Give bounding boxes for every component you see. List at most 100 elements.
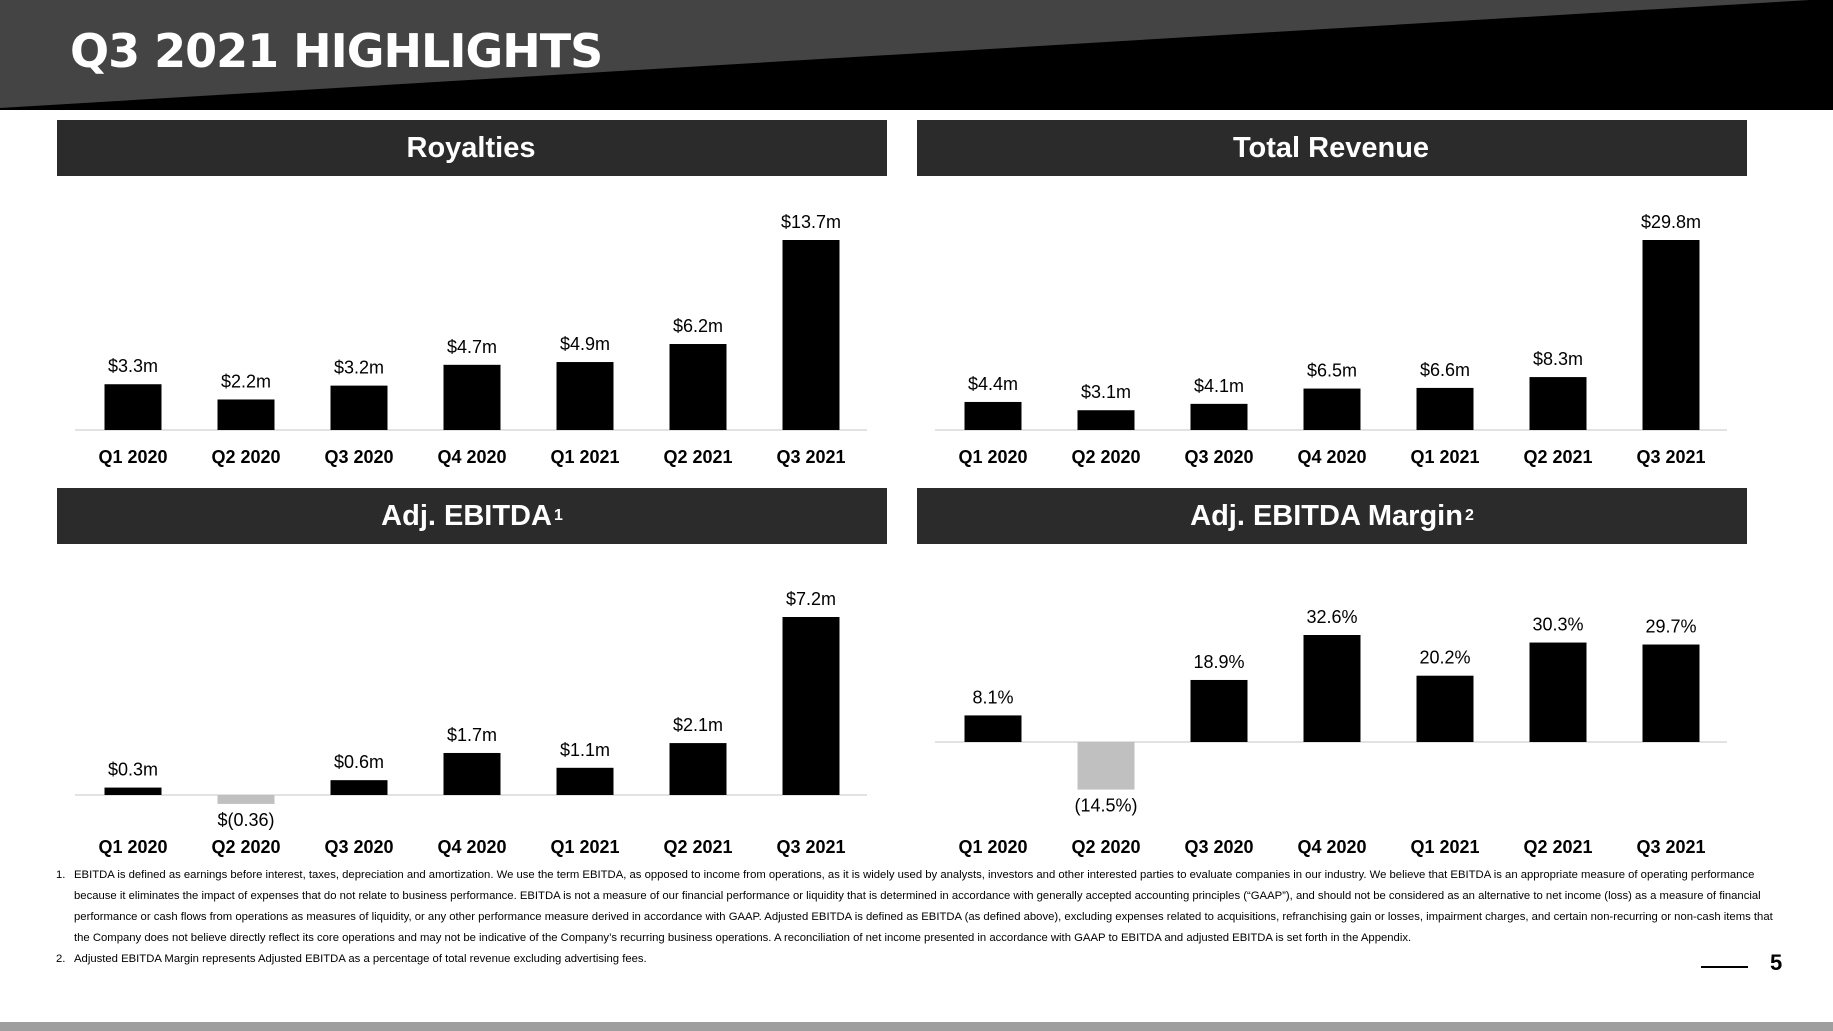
bar [1642,240,1700,430]
footnote-text: EBITDA is defined as earnings before int… [74,869,1773,944]
panel-header-total-revenue: Total Revenue [917,120,1747,176]
category-label: Q2 2020 [211,447,280,467]
page-number: 5 [1770,950,1783,975]
bar [1642,644,1700,742]
data-label: 29.7% [1645,617,1696,637]
bar [1190,403,1248,430]
data-label: $29.8m [1641,212,1701,232]
data-label: $7.2m [786,589,836,609]
panel-title: Total Revenue [1232,131,1430,164]
bar [1303,635,1361,742]
data-label: 8.1% [972,687,1013,707]
bar [330,385,388,430]
bar [556,362,614,430]
total-revenue-chart: $4.4m Q1 2020 $3.1m Q2 2020 $4.1m Q3 2020 $6.5… [935,212,1727,467]
bar [330,780,388,795]
category-label: Q1 2021 [1410,447,1479,467]
panel-header-royalties: Royalties [57,120,887,176]
bar [669,344,727,430]
data-label: $3.2m [334,358,384,378]
category-label: Q1 2020 [98,837,167,857]
category-label: Q1 2020 [958,837,1027,857]
bar [964,715,1022,742]
bar [1529,377,1587,430]
adj-ebitda-chart: $0.3m Q1 2020 $(0.36) Q2 2020 $0.6m Q3 2020 $1… [75,589,867,857]
panel-title-sup: 1 [553,507,563,524]
category-label: Q1 2021 [1410,837,1479,857]
data-label: $6.2m [673,316,723,336]
bar [669,743,727,795]
panel-header-adj-ebitda-margin: Adj. EBITDA Margin 2 [917,488,1747,544]
category-label: Q3 2021 [1636,837,1705,857]
category-label: Q1 2021 [550,447,619,467]
bar [104,787,162,795]
panel-title: Adj. EBITDA [381,499,552,532]
bar [1529,642,1587,742]
royalties-chart: $3.3m Q1 2020 $2.2m Q2 2020 $3.2m Q3 2020 $4.7… [75,212,867,467]
data-label: $0.3m [108,760,158,780]
page-title: Q3 2021 HIGHLIGHTS [70,24,603,78]
header-banner [0,0,1833,110]
bottom-bar [0,1022,1833,1031]
data-label: $6.6m [1420,360,1470,380]
category-label: Q2 2020 [211,837,280,857]
category-label: Q1 2020 [958,447,1027,467]
data-label: $4.7m [447,337,497,357]
bar [1077,742,1135,790]
bar [1416,675,1474,742]
category-label: Q3 2021 [776,837,845,857]
data-label: $3.1m [1081,382,1131,402]
data-label: $2.1m [673,715,723,735]
category-label: Q3 2020 [324,837,393,857]
category-label: Q2 2021 [1523,837,1592,857]
data-label: $2.2m [221,371,271,391]
data-label: 20.2% [1419,648,1470,668]
data-label: 32.6% [1306,607,1357,627]
adj-ebitda-margin-chart: 8.1% Q1 2020 (14.5%) Q2 2020 18.9% Q3 2020 32.… [935,607,1727,857]
bar [217,399,275,430]
bar [443,752,501,795]
bar [104,384,162,430]
data-label: 18.9% [1193,652,1244,672]
data-label: $13.7m [781,212,841,232]
data-label: $3.3m [108,356,158,376]
data-label: 30.3% [1532,615,1583,635]
header-accent [0,0,1810,108]
data-label: $0.6m [334,752,384,772]
panel-title: Royalties [406,131,536,164]
category-label: Q4 2020 [437,447,506,467]
footnote-text: Adjusted EBITDA Margin represents Adjust… [74,953,647,965]
footnote-number: 1. [56,869,66,881]
page-number-rule [1701,966,1748,968]
data-label: $4.1m [1194,376,1244,396]
category-label: Q3 2020 [324,447,393,467]
category-label: Q1 2021 [550,837,619,857]
bar [782,617,840,795]
footnotes: 1. EBITDA is defined as earnings before i… [52,865,1782,970]
category-label: Q2 2021 [1523,447,1592,467]
footnote-2: 2. Adjusted EBITDA Margin represents Adju… [52,949,1782,970]
data-label: $1.1m [560,740,610,760]
panel-title: Adj. EBITDA Margin [1190,499,1463,532]
category-label: Q2 2020 [1071,837,1140,857]
data-label: $4.4m [968,374,1018,394]
category-label: Q3 2020 [1184,447,1253,467]
data-label: $4.9m [560,334,610,354]
data-label: $1.7m [447,725,497,745]
bar [782,240,840,430]
bar [443,364,501,430]
bar [217,795,275,804]
category-label: Q2 2021 [663,447,732,467]
category-label: Q3 2020 [1184,837,1253,857]
bar [1190,679,1248,742]
bar [556,767,614,795]
data-label: (14.5%) [1074,796,1137,816]
data-label: $8.3m [1533,349,1583,369]
panel-title-sup: 2 [1464,507,1474,524]
category-label: Q4 2020 [1297,837,1366,857]
bar [964,401,1022,430]
bar [1077,410,1135,430]
category-label: Q1 2020 [98,447,167,467]
category-label: Q3 2021 [1636,447,1705,467]
data-label: $(0.36) [217,810,274,830]
